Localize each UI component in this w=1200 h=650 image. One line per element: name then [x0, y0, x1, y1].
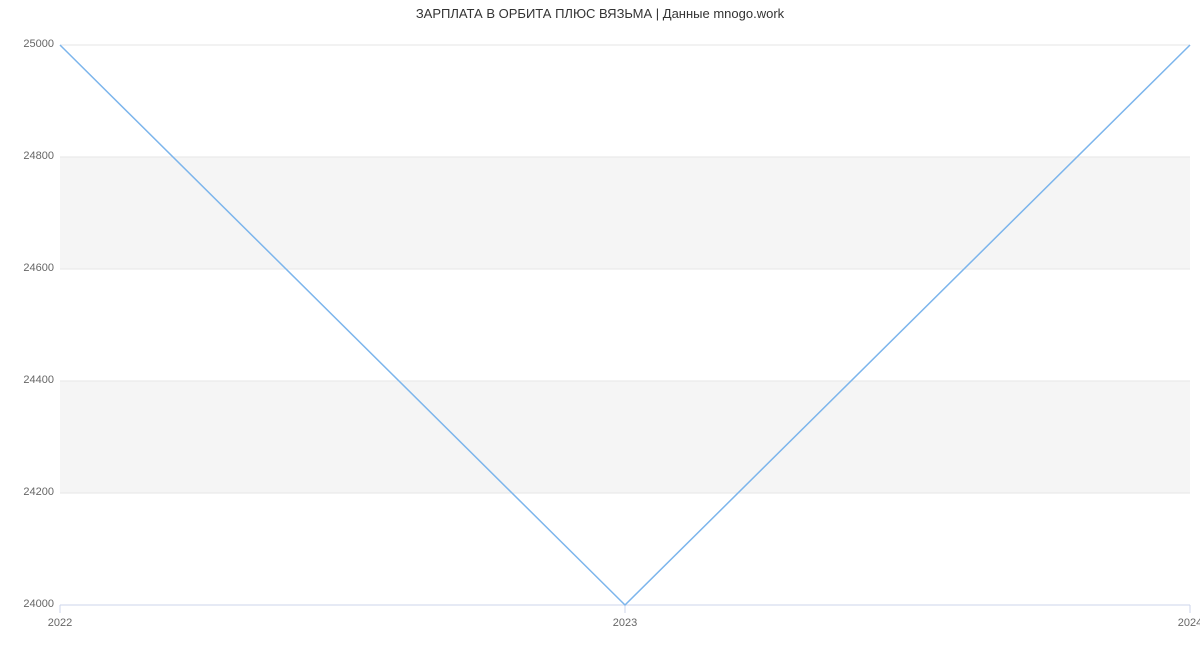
plot-band [60, 381, 1190, 493]
x-tick-label: 2022 [30, 617, 90, 629]
y-tick-label: 24200 [23, 486, 54, 498]
y-tick-label: 24600 [23, 262, 54, 274]
y-tick-label: 24000 [23, 598, 54, 610]
x-tick-label: 2023 [595, 617, 655, 629]
y-tick-label: 25000 [23, 38, 54, 50]
y-tick-label: 24400 [23, 374, 54, 386]
series-line [60, 45, 1190, 605]
chart-plot [0, 0, 1200, 650]
chart-container: ЗАРПЛАТА В ОРБИТА ПЛЮС ВЯЗЬМА | Данные m… [0, 0, 1200, 650]
x-tick-label: 2024 [1160, 617, 1200, 629]
y-tick-label: 24800 [23, 150, 54, 162]
